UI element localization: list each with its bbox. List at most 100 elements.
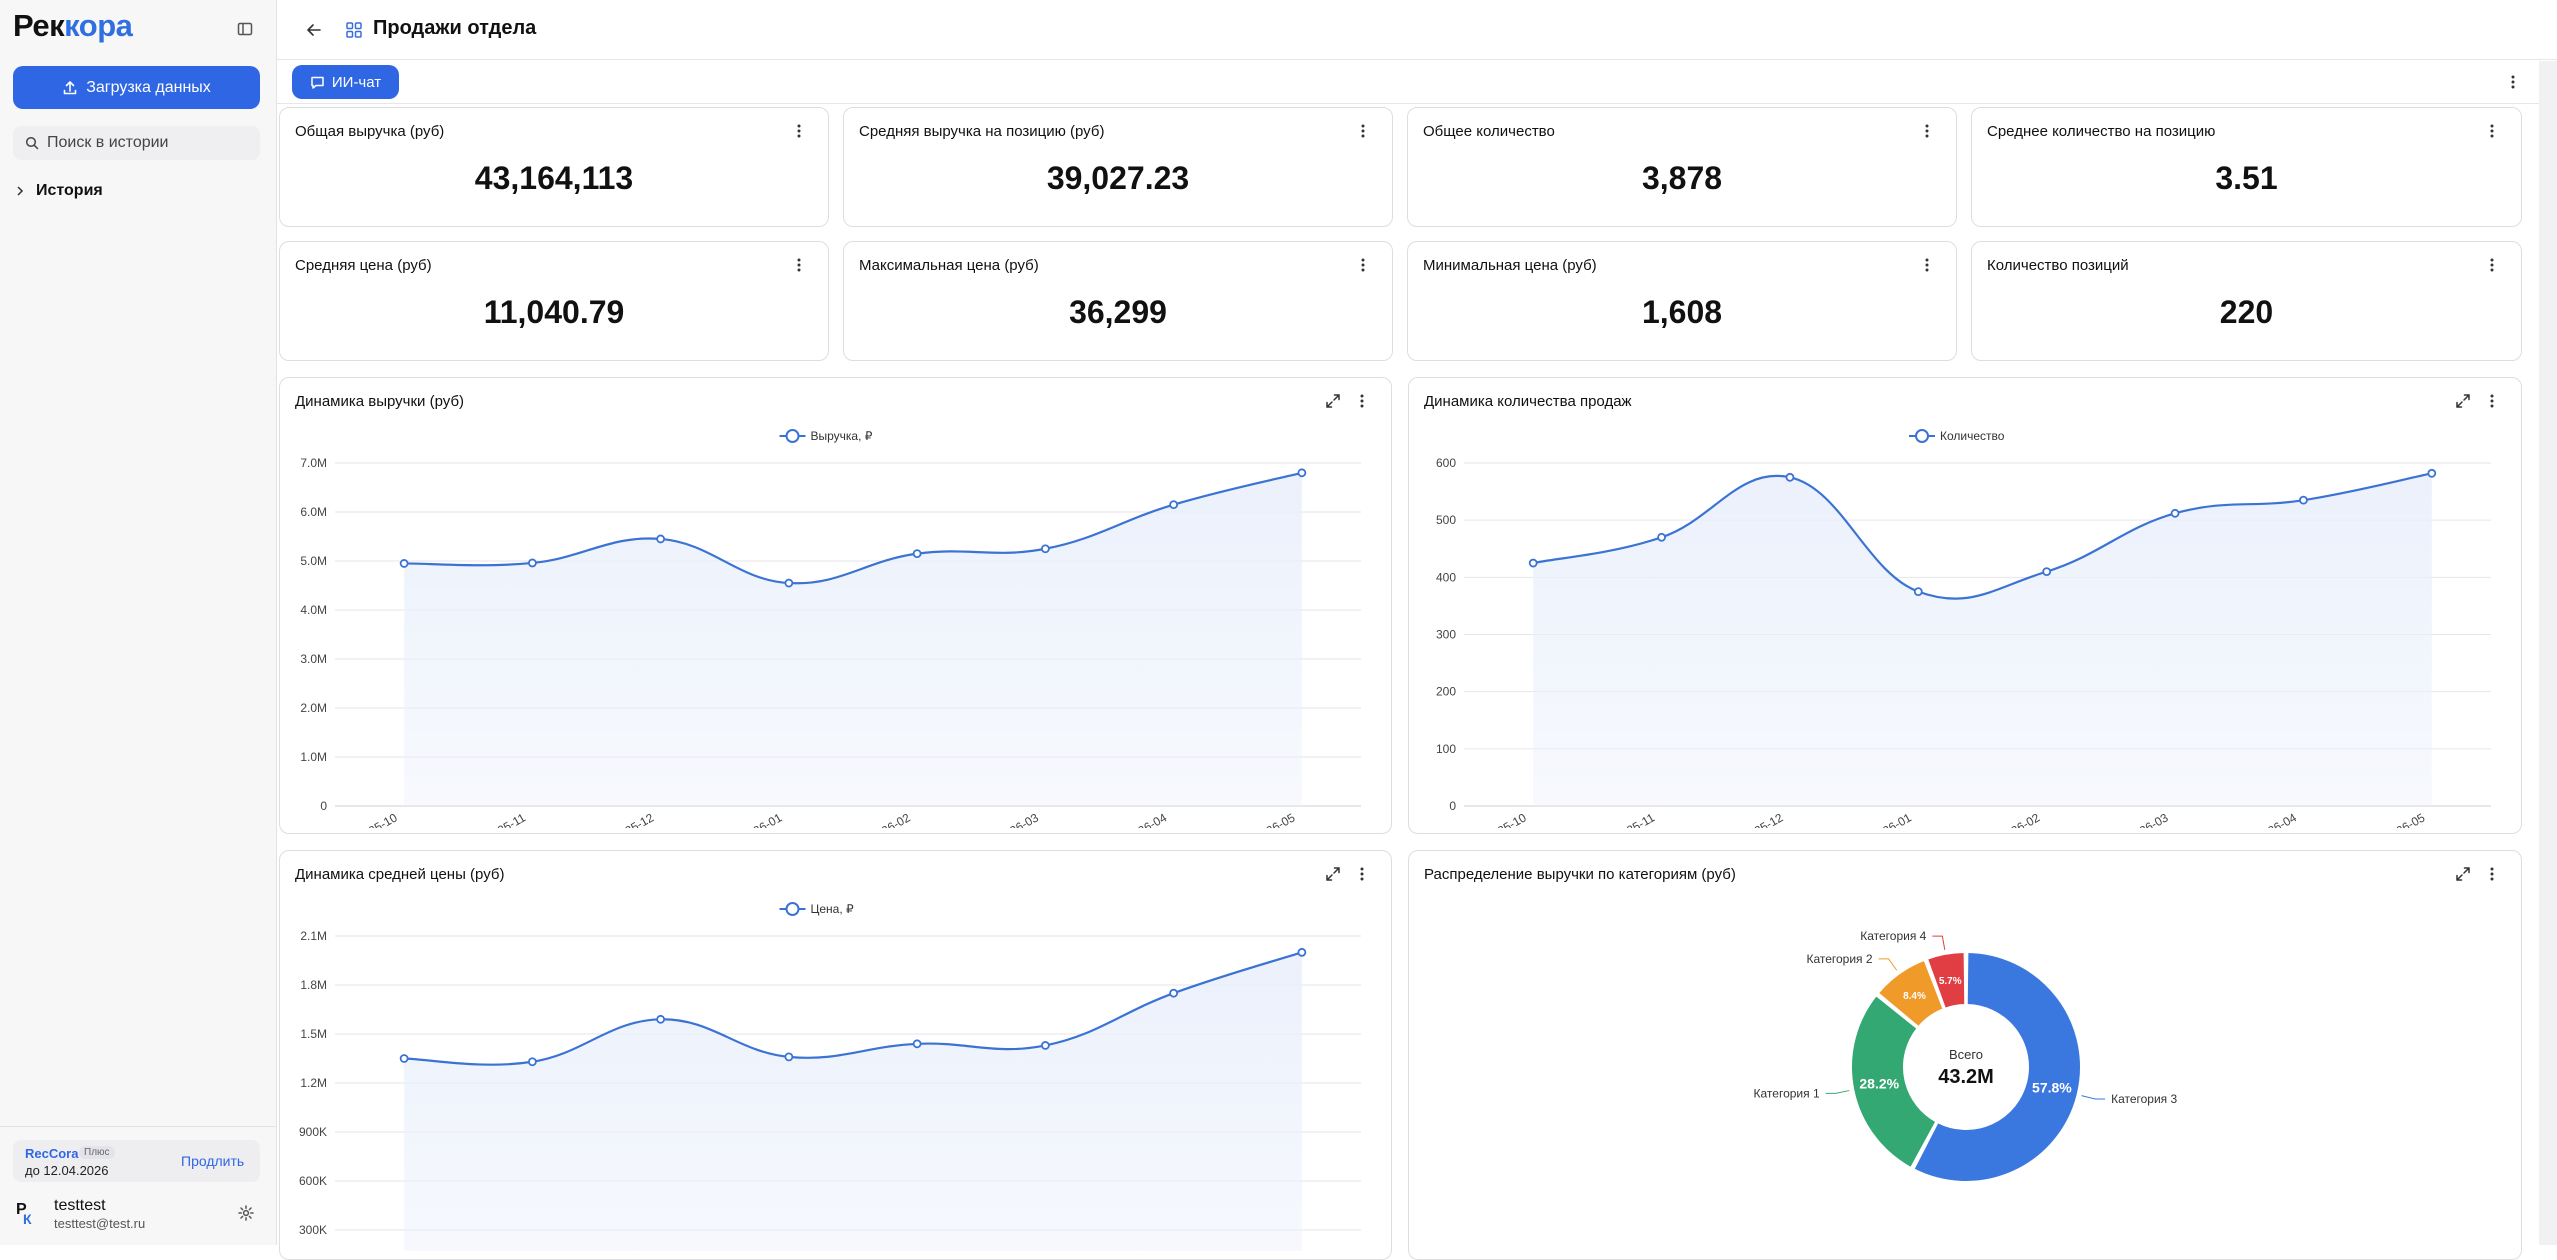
avg-price-line-chart[interactable]: Цена, ₽0300K600K900K1.2M1.5M1.8M2.1M2025…: [280, 891, 1391, 1251]
y-tick-label: 600K: [299, 1174, 327, 1188]
upload-data-button[interactable]: Загрузка данных: [13, 66, 260, 109]
ai-chat-button[interactable]: ИИ-чат: [292, 65, 399, 99]
slice-name-label: Категория 2: [1806, 952, 1872, 966]
x-tick-label: 2025-10: [354, 810, 399, 828]
kpi-card-item-count: Количество позиций 220: [1971, 241, 2522, 361]
search-icon: [25, 136, 39, 150]
more-vertical-icon[interactable]: [1353, 865, 1371, 883]
user-email: testtest@test.ru: [54, 1216, 146, 1231]
y-tick-label: 0: [320, 799, 327, 813]
donut-slice: [1925, 950, 1967, 1010]
x-tick-label: 2025-12: [1740, 810, 1785, 828]
chevron-right-icon: [17, 186, 24, 196]
kpi-value: 3,878: [1641, 160, 1723, 196]
y-tick-label: 600: [1436, 456, 1456, 470]
slice-name-label: Категория 4: [1860, 929, 1926, 943]
chart-title: Динамика средней цены (руб): [295, 866, 505, 883]
history-search[interactable]: [13, 126, 260, 160]
y-tick-label: 0: [1449, 799, 1456, 813]
chart-card-avg-price: Динамика средней цены (руб) Цена, ₽0300K…: [279, 850, 1392, 1260]
expand-icon[interactable]: [1324, 392, 1342, 410]
kpi-card-total-quantity: Общее количество 3,878: [1407, 107, 1957, 227]
more-vertical-icon[interactable]: [1918, 122, 1936, 140]
data-point: [2042, 567, 2052, 577]
kpi-title: Общая выручка (руб): [295, 123, 445, 140]
gear-icon[interactable]: [237, 1204, 255, 1222]
y-tick-label: 3.0M: [300, 652, 327, 666]
more-vertical-icon[interactable]: [790, 122, 808, 140]
data-point: [912, 549, 922, 559]
chart-card-quantity: Динамика количества продаж Количество 0 10…: [1408, 377, 2522, 834]
y-tick-label: 300: [1436, 628, 1456, 642]
revenue-line-chart[interactable]: Выручка, ₽ 0 1.0M 2.0M 3.0M 4.0M 5.0M 6.0M 7.0M 2…: [280, 418, 1391, 828]
logo-text-accent: кора: [64, 8, 133, 43]
more-vertical-icon[interactable]: [1354, 122, 1372, 140]
renew-subscription-link[interactable]: Продлить: [181, 1153, 245, 1169]
data-point: [1169, 988, 1179, 998]
x-tick-label: 2026-02: [1997, 810, 2042, 828]
kpi-card-avg-quantity-per-item: Среднее количество на позицию 3.51: [1971, 107, 2522, 227]
donut-center-value: 43.2M: [1938, 1066, 1994, 1088]
expand-icon[interactable]: [2454, 392, 2472, 410]
page-header: Продажи отдела: [277, 0, 2557, 60]
more-vertical-icon[interactable]: [2483, 122, 2501, 140]
legend-label: Цена, ₽: [811, 902, 855, 916]
more-vertical-icon[interactable]: [2483, 256, 2501, 274]
history-label: История: [36, 182, 103, 199]
data-point: [784, 1052, 794, 1062]
kpi-card-min-price: Минимальная цена (руб) 1,608: [1407, 241, 1957, 361]
more-vertical-icon[interactable]: [2483, 392, 2501, 410]
data-point: [2427, 468, 2437, 478]
series-line: [404, 951, 1303, 1066]
dashboard-toolbar: ИИ-чат: [277, 61, 2539, 104]
svg-text:Р: Р: [16, 1201, 27, 1218]
logo-text-primary: Рек: [13, 8, 65, 43]
chart-card-category-distribution: Распределение выручки по категориям (руб…: [1408, 850, 2522, 1260]
subscription-plan-badge: Плюс: [79, 1146, 115, 1159]
slice-name-label: Категория 1: [1754, 1086, 1820, 1100]
data-point: [1297, 468, 1307, 478]
chart-title: Динамика количества продаж: [1424, 393, 1632, 410]
slice-percent-label: 5.7%: [1939, 976, 1962, 987]
more-vertical-icon[interactable]: [1354, 256, 1372, 274]
more-vertical-icon[interactable]: [2483, 865, 2501, 883]
scrollbar[interactable]: [2539, 61, 2557, 1245]
more-vertical-icon[interactable]: [2504, 73, 2522, 91]
y-tick-label: 200: [1436, 685, 1456, 699]
series-area: [404, 952, 1302, 1251]
donut-slice: [1912, 950, 2082, 1183]
data-point: [1169, 500, 1179, 510]
more-vertical-icon[interactable]: [1353, 392, 1371, 410]
x-tick-label: 2026-05: [1252, 810, 1297, 828]
more-vertical-icon[interactable]: [1918, 256, 1936, 274]
history-section-toggle[interactable]: История: [16, 182, 103, 200]
kpi-value: 36,299: [1069, 294, 1167, 330]
series-line: [404, 471, 1303, 585]
subscription-name: RecCora: [25, 1146, 79, 1161]
history-search-input[interactable]: [47, 134, 247, 152]
slice-leader-line: [1825, 1090, 1850, 1094]
back-arrow-icon[interactable]: [304, 20, 324, 40]
expand-icon[interactable]: [2454, 865, 2472, 883]
expand-icon[interactable]: [1324, 865, 1342, 883]
more-vertical-icon[interactable]: [790, 256, 808, 274]
quantity-line-chart[interactable]: Количество 0 100 200 300 400 500 600 2025-10 2025…: [1409, 418, 2521, 828]
data-point: [527, 1057, 537, 1067]
donut-slice: [1876, 958, 1945, 1029]
subscription-date: до 12.04.2026: [25, 1163, 109, 1178]
y-tick-label: 2.1M: [300, 929, 327, 943]
data-point: [527, 558, 537, 568]
app-logo[interactable]: Реккора: [13, 8, 133, 44]
slice-leader-line: [1932, 935, 1946, 950]
collapse-sidebar-icon[interactable]: [236, 20, 254, 38]
data-point: [1040, 544, 1050, 554]
y-tick-label: 7.0M: [300, 456, 327, 470]
y-tick-label: 1.5M: [300, 1027, 327, 1041]
slice-leader-line: [2081, 1095, 2106, 1100]
data-point: [784, 578, 794, 588]
y-tick-label: 400: [1436, 570, 1456, 584]
category-donut-chart[interactable]: 57.8% Категория 3 28.2% Категория 1 8.4% Кате…: [1409, 891, 2521, 1251]
x-tick-label: 2025-11: [1613, 810, 1658, 828]
x-tick-label: 2026-02: [867, 810, 912, 828]
